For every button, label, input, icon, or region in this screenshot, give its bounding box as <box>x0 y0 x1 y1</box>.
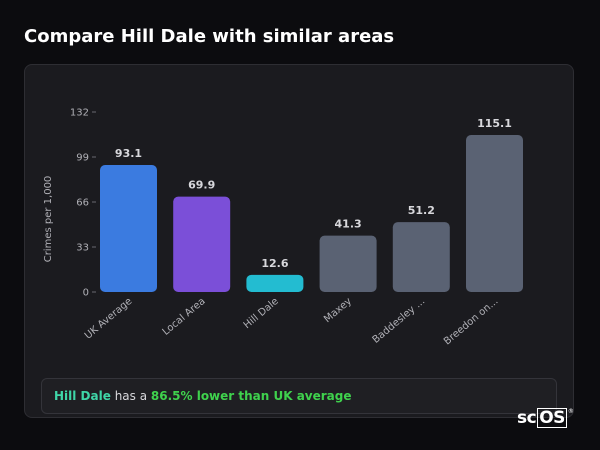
y-tick-label: 99 <box>76 153 89 164</box>
summary-connector: has a <box>110 389 151 403</box>
bar <box>246 274 304 292</box>
y-tick-label: 66 <box>76 198 89 209</box>
x-tick-label: Local Area <box>161 296 208 338</box>
bar <box>392 222 450 292</box>
y-tick-label: 0 <box>83 288 89 299</box>
y-axis-label: Crimes per 1,000 <box>43 176 54 263</box>
data-label: 41.3 <box>335 218 362 231</box>
y-tick-label: 33 <box>76 243 89 254</box>
scos-logo: sc OS ® <box>517 408 574 428</box>
difference-text: 86.5% lower than UK average <box>150 389 352 403</box>
bar-chart: 0 33 66 99 132 93.1 69.9 12.6 41.3 51.2 115.1 UK … <box>43 108 523 348</box>
value-labels: 93.1 69.9 12.6 41.3 51.2 115.1 <box>115 117 512 270</box>
data-label: 51.2 <box>408 204 435 217</box>
x-tick-label: Hill Dale <box>242 296 281 331</box>
page-title: Compare Hill Dale with similar areas <box>24 26 395 47</box>
area-name: Hill Dale <box>54 389 111 403</box>
y-axis: 0 33 66 99 132 <box>70 108 96 299</box>
comparison-summary: Hill Dale has a 86.5% lower than UK aver… <box>41 378 557 414</box>
logo-registered-mark: ® <box>567 408 574 415</box>
chart-card: 0 33 66 99 132 93.1 69.9 12.6 41.3 51.2 115.1 UK … <box>24 64 574 418</box>
bar <box>173 196 231 292</box>
bar <box>100 165 157 292</box>
logo-text-sc: sc <box>517 408 537 428</box>
x-tick-label: UK Average <box>83 296 135 342</box>
x-tick-label: Maxey <box>322 296 354 325</box>
x-tick-labels: UK Average Local Area Hill Dale Maxey Baddes… <box>83 296 501 348</box>
bars <box>100 135 523 292</box>
bar <box>466 135 523 292</box>
data-label: 115.1 <box>477 117 512 130</box>
data-label: 12.6 <box>261 257 288 270</box>
bar <box>319 235 377 292</box>
data-label: 69.9 <box>188 179 215 192</box>
logo-text-os: OS <box>537 408 567 428</box>
x-tick-label: Breedon on... <box>442 296 500 348</box>
x-tick-label: Baddesley ... <box>371 296 428 346</box>
data-label: 93.1 <box>115 147 142 160</box>
y-tick-label: 132 <box>70 108 89 119</box>
